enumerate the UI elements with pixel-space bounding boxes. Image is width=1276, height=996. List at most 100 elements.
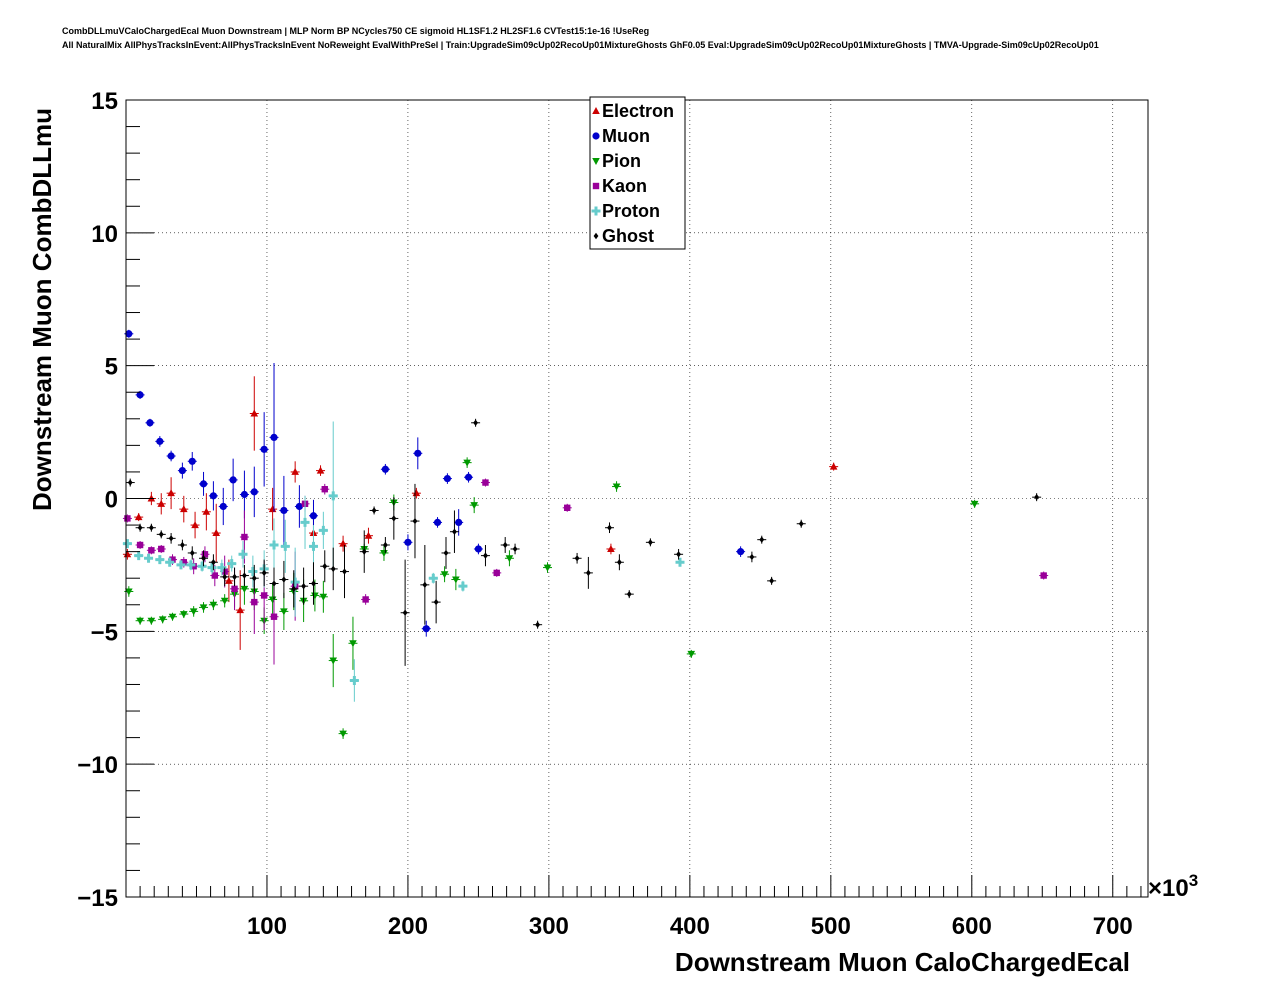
data-point-ghost — [148, 524, 154, 531]
data-point-muon — [240, 490, 249, 499]
legend-marker-electron — [592, 107, 600, 114]
data-point-kaon — [136, 541, 144, 549]
data-point-electron — [212, 529, 221, 537]
data-point-ghost — [676, 551, 681, 558]
legend-marker-proton — [591, 206, 601, 216]
data-point-proton — [186, 560, 196, 570]
legend-label-kaon: Kaon — [602, 176, 647, 196]
data-point-pion — [329, 657, 338, 665]
legend-entry-electron: Electron — [592, 101, 674, 121]
y-tick-labels: −15 −10 −5 0 5 10 15 — [77, 88, 118, 912]
data-point-proton — [280, 541, 290, 551]
data-point-ghost — [607, 524, 612, 531]
data-point-proton — [675, 557, 685, 567]
legend-marker-muon — [592, 132, 600, 140]
x-tick-label: 300 — [529, 913, 569, 940]
data-point-ghost — [137, 524, 143, 531]
data-point-electron — [291, 467, 299, 475]
data-point-kaon — [211, 572, 219, 579]
data-point-pion — [970, 500, 979, 508]
legend: Electron Muon Pion Kaon Proton Ghost — [589, 96, 686, 250]
data-point-muon — [309, 512, 318, 520]
data-point-ghost — [291, 585, 297, 593]
data-point-kaon — [1040, 572, 1047, 579]
data-point-electron — [250, 409, 259, 417]
data-point-electron — [829, 462, 838, 470]
legend-entry-pion: Pion — [592, 151, 641, 171]
data-point-ghost — [391, 515, 397, 522]
data-point-ghost — [271, 580, 277, 587]
data-point-proton — [165, 557, 175, 567]
data-point-muon — [156, 437, 164, 445]
data-point-ghost — [251, 575, 257, 582]
data-point-kaon — [482, 479, 489, 486]
series-ghost — [125, 418, 1042, 666]
series-proton — [122, 421, 685, 702]
series-kaon — [122, 478, 1049, 665]
legend-marker-pion — [592, 158, 600, 165]
data-point-pion — [440, 571, 449, 579]
data-point-electron — [607, 544, 615, 552]
data-point-ghost — [433, 598, 439, 606]
data-point-ghost — [402, 609, 408, 616]
data-point-electron — [202, 507, 211, 515]
data-point-electron — [157, 499, 166, 507]
data-point-proton — [300, 517, 310, 527]
x-tick-label: 400 — [670, 913, 710, 940]
legend-label-proton: Proton — [602, 201, 660, 221]
y-tick-label: 5 — [105, 354, 118, 381]
data-point-proton — [458, 581, 468, 591]
data-point-pion — [158, 616, 167, 624]
series-pion — [124, 457, 980, 739]
data-point-pion — [147, 617, 156, 625]
data-point-ghost — [222, 573, 228, 581]
data-point-pion — [319, 593, 328, 601]
data-point-pion — [209, 601, 218, 609]
data-point-ghost — [127, 479, 133, 486]
data-point-kaon — [251, 598, 258, 606]
grid-lines — [126, 100, 1148, 897]
legend-entry-kaon: Kaon — [592, 176, 647, 196]
data-point-pion — [470, 502, 478, 510]
data-point-ghost — [210, 559, 216, 566]
data-point-muon — [167, 452, 175, 460]
data-point-pion — [452, 576, 460, 584]
data-point-electron — [339, 539, 347, 547]
legend-label-muon: Muon — [602, 126, 650, 146]
data-point-muon — [260, 445, 268, 453]
data-point-proton — [144, 553, 154, 563]
data-point-ghost — [361, 548, 367, 555]
data-point-proton — [349, 675, 359, 685]
legend-marker-ghost — [593, 232, 599, 240]
axis-ticks — [126, 99, 1142, 898]
data-point-kaon — [362, 596, 369, 603]
data-point-muon — [209, 492, 217, 500]
data-point-proton — [217, 563, 227, 573]
data-point-ghost — [201, 555, 206, 562]
legend-box — [589, 96, 686, 250]
data-point-electron — [364, 531, 373, 539]
data-point-pion — [687, 650, 696, 658]
data-point-kaon — [321, 486, 328, 493]
data-point-ghost — [483, 552, 488, 559]
data-point-ghost — [232, 573, 237, 581]
data-point-pion — [280, 608, 288, 616]
data-point-proton — [134, 551, 144, 561]
data-point-pion — [463, 459, 471, 467]
legend-label-electron: Electron — [602, 101, 674, 121]
y-axis-title: Downstream Muon CombDLLmu — [27, 108, 57, 511]
data-point-muon — [295, 502, 303, 511]
chart-title-line-1: CombDLLmuVCaloChargedEcal Muon Downstrea… — [62, 26, 650, 36]
data-point-muon — [125, 330, 133, 338]
data-point-ghost — [371, 507, 377, 514]
data-point-electron — [179, 505, 188, 513]
data-point-ghost — [443, 549, 449, 557]
data-point-muon — [404, 538, 412, 546]
data-point-pion — [136, 617, 144, 625]
x-tick-labels: 100 200 300 400 500 600 700 — [247, 913, 1133, 940]
data-point-muon — [219, 502, 227, 511]
data-point-pion — [189, 608, 198, 616]
data-point-proton — [155, 555, 165, 565]
data-point-ghost — [769, 577, 775, 585]
